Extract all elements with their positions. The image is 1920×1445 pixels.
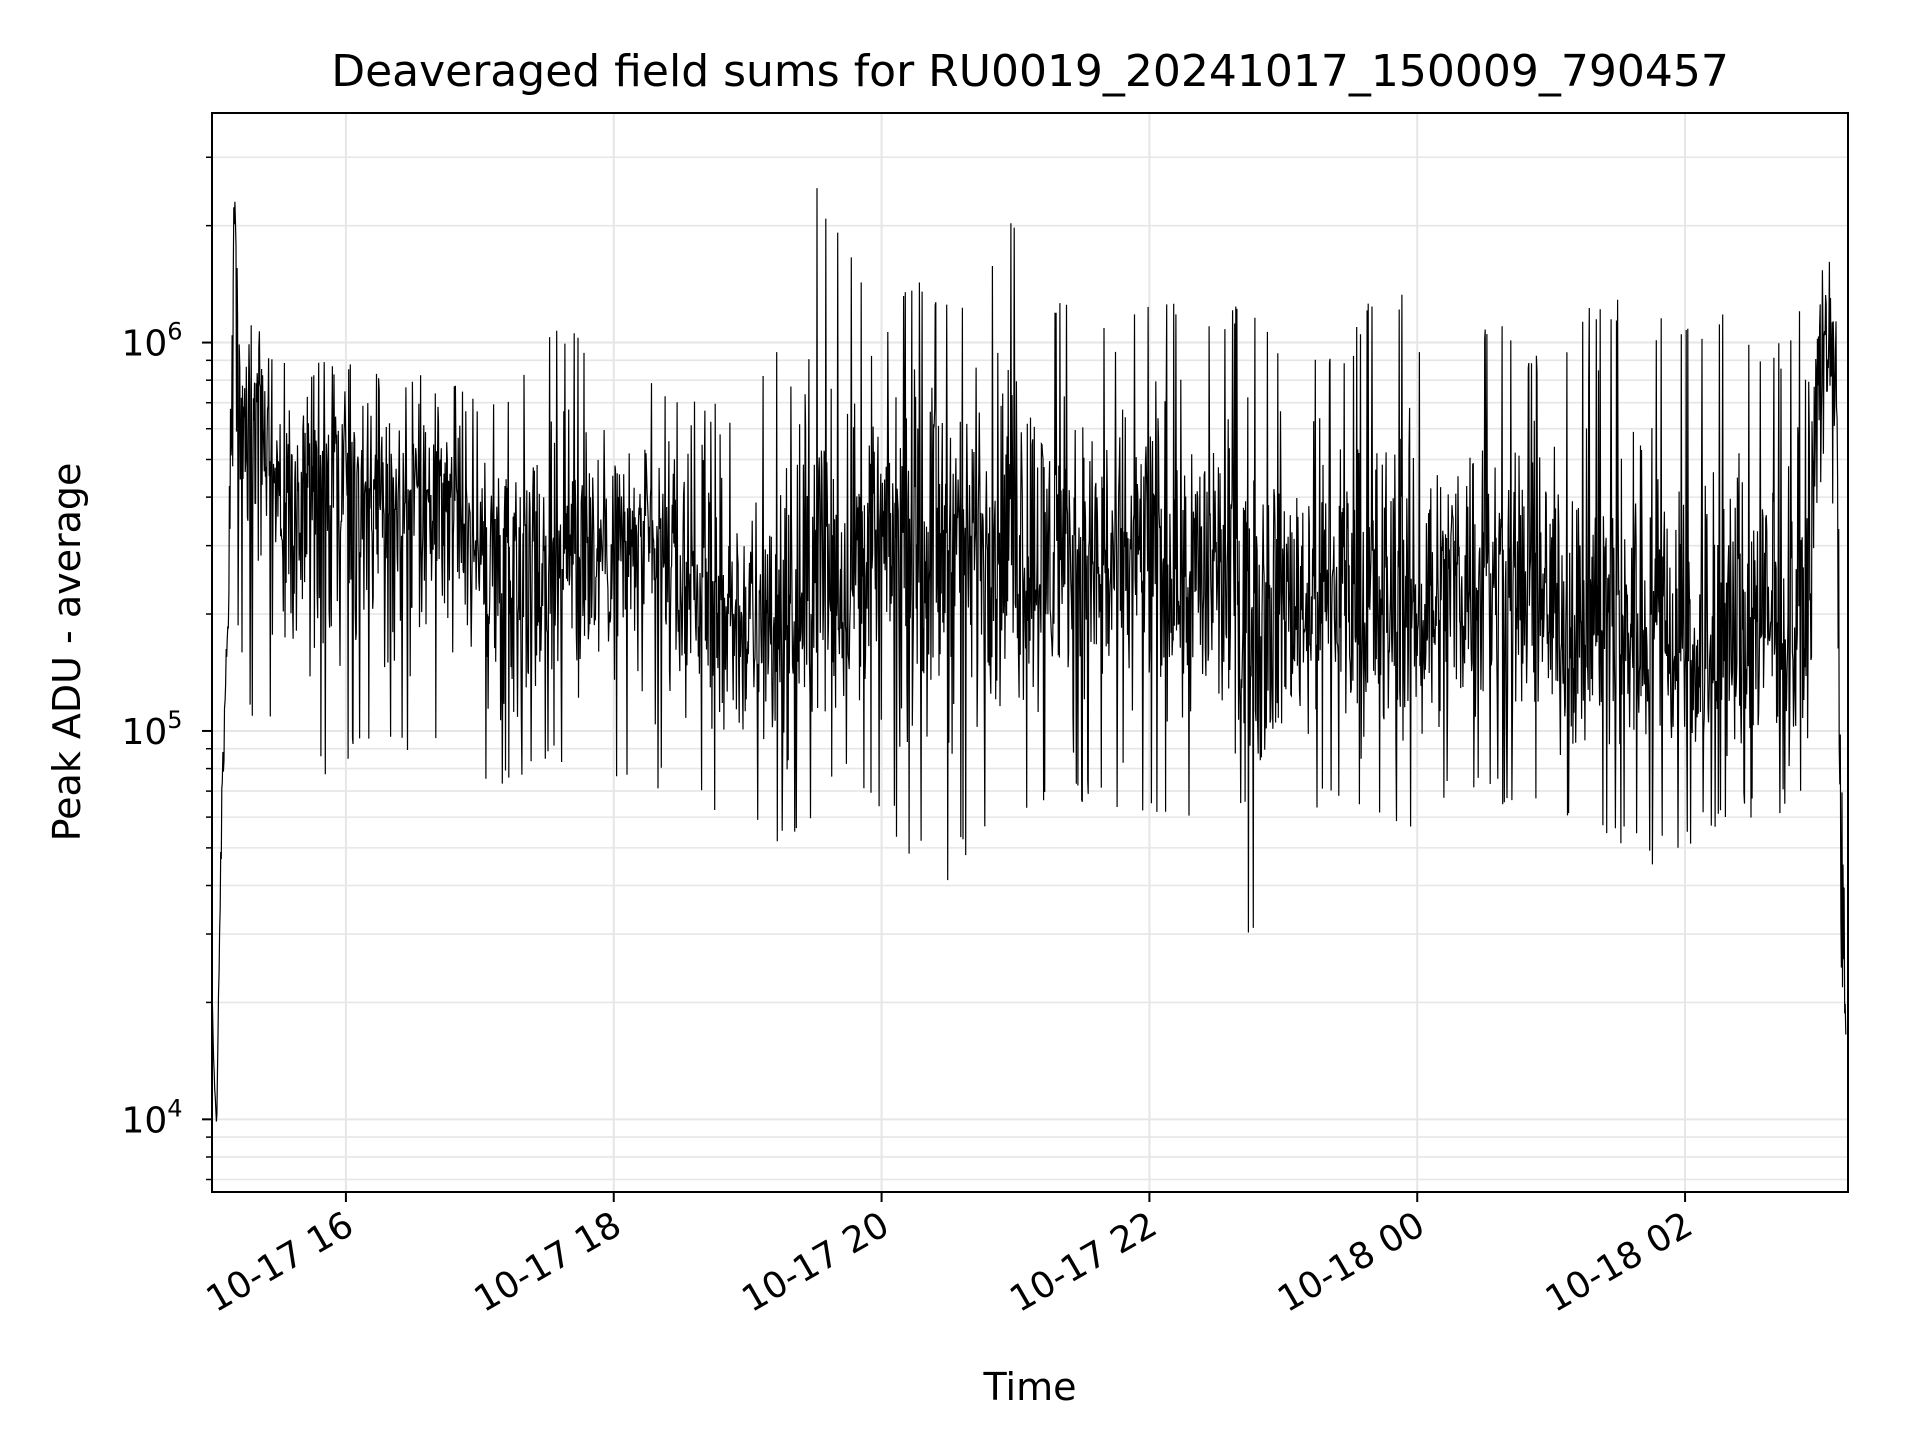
plot-frame bbox=[211, 112, 1849, 1193]
series-layer bbox=[211, 188, 1847, 1122]
y-axis-label: Peak ADU - average bbox=[45, 463, 89, 842]
x-axis-label: Time bbox=[983, 1365, 1077, 1409]
chart-title: Deaveraged field sums for RU0019_2024101… bbox=[331, 46, 1729, 97]
series-line bbox=[211, 188, 1847, 1122]
y-tick-label: 104 bbox=[121, 1094, 182, 1141]
y-tick-label: 106 bbox=[121, 318, 182, 365]
y-axis-ticks: 104 105 106 bbox=[121, 156, 212, 1181]
y-tick-label: 105 bbox=[121, 706, 182, 753]
